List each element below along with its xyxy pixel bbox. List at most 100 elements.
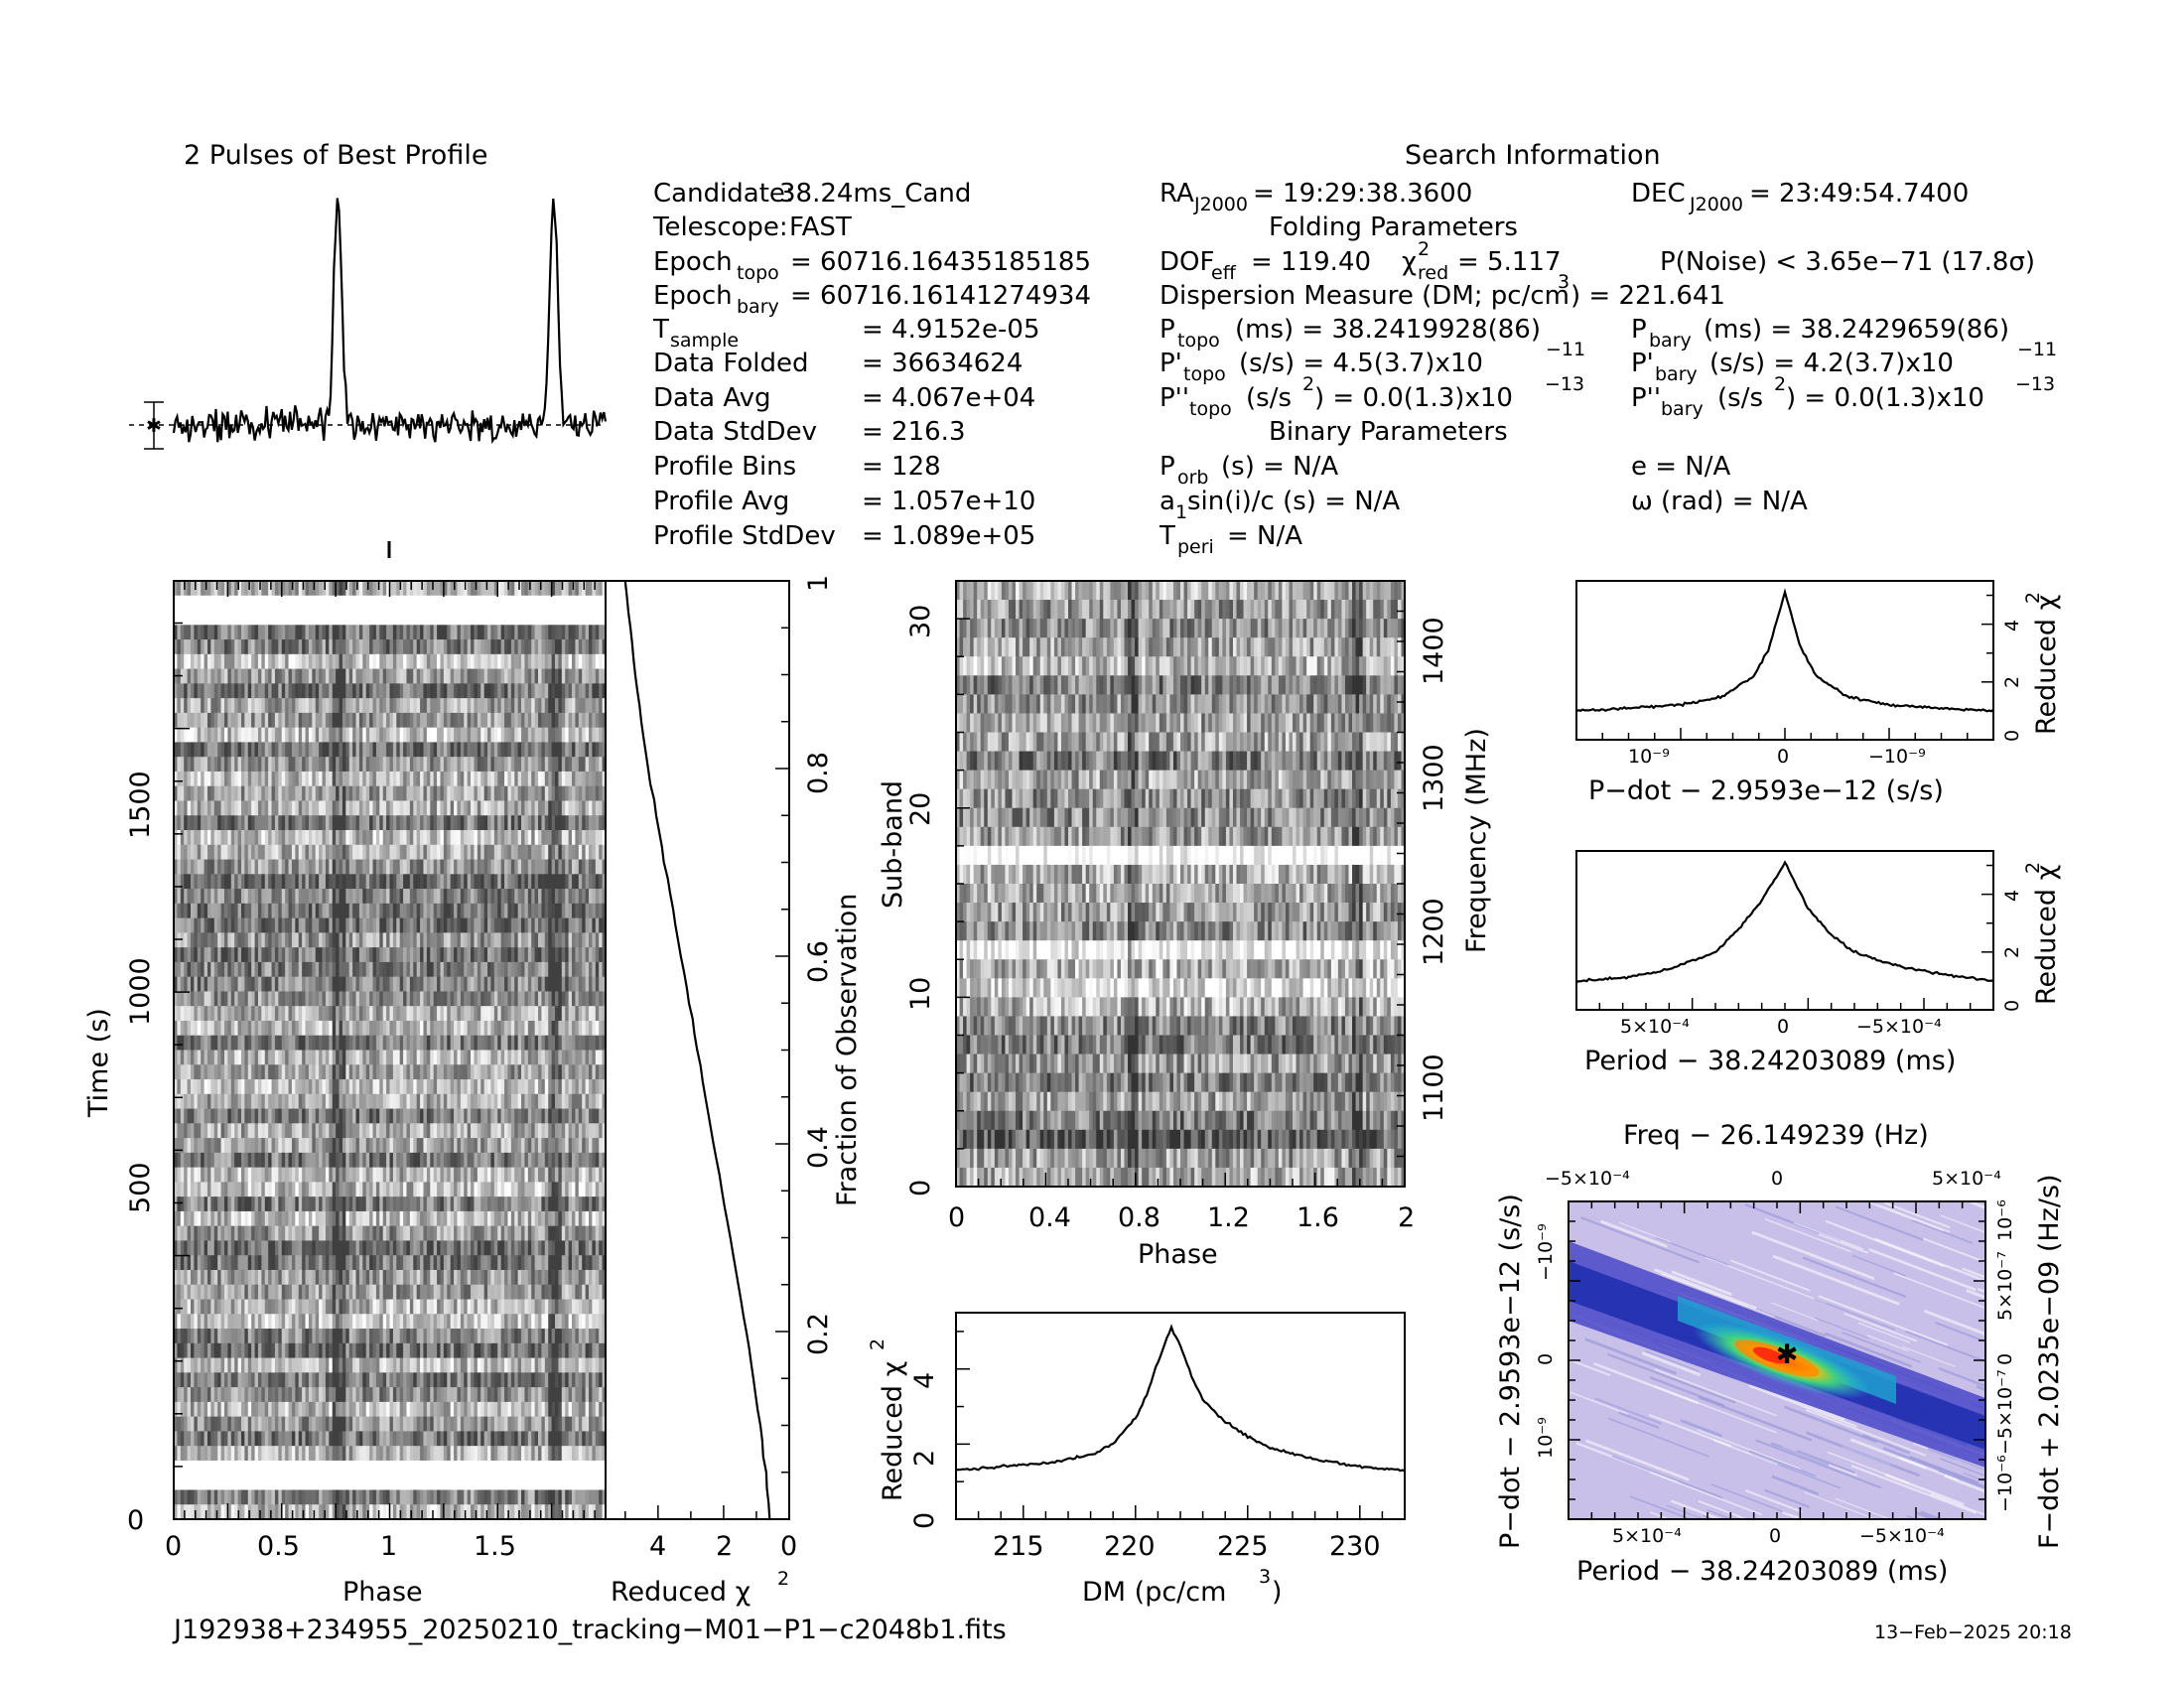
tp-cell [223,742,228,758]
tp-cell [201,785,205,801]
tp-cell [507,742,512,758]
tp-cell [348,815,353,831]
tp-cell [480,1064,485,1080]
tp-cell [295,1152,300,1169]
tp-cell [555,757,559,773]
tp-cell [568,800,573,816]
tp-cell [194,917,199,933]
tp-cell [480,1123,485,1139]
tp-cell [493,625,498,640]
tp-cell [578,742,583,758]
tp-cell [308,1006,313,1022]
tp-cell [565,785,570,801]
tp-cell [531,785,536,801]
tp-cell [345,815,350,831]
tp-cell [551,830,556,846]
tp-cell [392,961,397,978]
tp-cell [322,625,327,640]
tp-cell [420,712,424,729]
tp-cell [362,581,367,597]
tp-cell [240,1006,245,1022]
tp-cell [244,815,249,831]
tp-cell [382,1035,387,1051]
tp-cell [510,712,515,729]
tp-cell [399,830,404,846]
tp-cell [247,903,252,919]
tp-cell [471,625,475,640]
tp-cell [372,889,377,905]
tp-cell [251,844,255,860]
tp-cell [450,1108,455,1124]
tp-cell [474,1006,478,1022]
tp-cell [348,1064,353,1080]
tp-cell [375,742,380,758]
tp-cell [457,727,462,743]
tp-cell [291,1064,296,1080]
tp-cell [490,961,495,978]
tp-cell [278,859,283,875]
tp-cell [352,932,356,948]
tp-cell [409,1006,414,1022]
tp-cell [341,903,346,919]
tp-cell [206,1138,211,1154]
tp-cell [365,1138,370,1154]
tp-cell [595,742,600,758]
tp-cell [389,1138,394,1154]
tp-cell [206,1050,211,1065]
tp-cell [339,1138,343,1154]
tp-cell [490,683,495,699]
tp-cell [602,683,607,699]
tp-cell [457,844,462,860]
tp-cell [251,800,255,816]
tp-cell [507,961,512,978]
tp-cell [386,639,390,655]
tp-cell [524,742,529,758]
tp-cell [322,917,327,933]
tp-cell [197,917,202,933]
tp-cell [437,727,441,743]
tp-cell [187,815,192,831]
tp-cell [305,639,310,655]
tp-cell [197,653,202,669]
tp-cell [521,653,525,669]
tp-cell [474,800,478,816]
tp-cell [362,1093,367,1109]
tp-cell [524,771,529,787]
tp-cell [174,727,178,743]
tp-cell [558,976,563,992]
tp-cell [281,917,286,933]
tp-cell [416,683,421,699]
tp-cell [392,932,397,948]
tp-cell [517,698,522,714]
tp-cell [599,1152,603,1169]
tp-cell [247,1123,252,1139]
tp-cell [538,889,542,905]
tp-cell [423,815,428,831]
tp-cell [416,712,421,729]
tp-cell [358,1020,363,1037]
tp-cell [413,1064,418,1080]
tp-cell [561,1035,566,1051]
tp-cell [497,683,502,699]
tp-cell [308,712,313,729]
tp-cell [399,1138,404,1154]
tp-cell [230,1035,235,1051]
tp-cell [457,1050,462,1065]
tp-cell [396,771,401,787]
tp-cell [355,653,360,669]
tp-cell [204,1079,208,1095]
tp-cell [204,1108,208,1124]
tp-cell [348,1123,353,1139]
tp-cell [379,727,384,743]
tp-cell [474,1064,478,1080]
tp-cell [223,903,228,919]
tp-cell [497,668,502,684]
tp-cell [568,1138,573,1154]
tp-cell [565,1020,570,1037]
tp-cell [372,1020,377,1037]
tp-cell [420,771,424,787]
tp-cell [589,1020,593,1037]
tp-cell [227,961,232,978]
tp-cell [561,976,566,992]
tp-cell [348,1035,353,1051]
